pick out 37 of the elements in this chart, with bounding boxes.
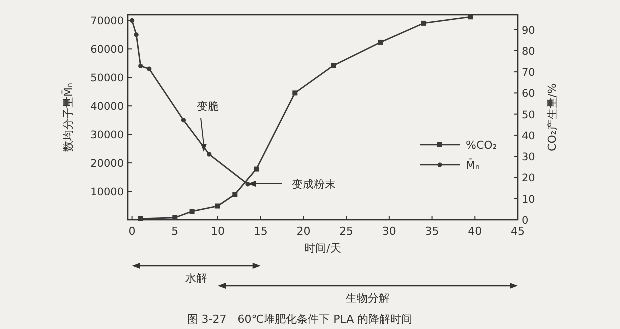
text: 生物分解 <box>346 292 390 305</box>
y2-tick-label: 80 <box>522 46 536 58</box>
x-tick-label: 45 <box>511 225 525 238</box>
legend-label: %CO₂ <box>466 139 498 152</box>
y2-tick-label: 90 <box>522 24 536 37</box>
x-tick-label: 20 <box>296 225 311 238</box>
y-axis-title: 数均分子量M̄ₙ <box>60 83 75 152</box>
y-tick-label: 50000 <box>90 72 124 85</box>
annotation: 变成粉末 <box>292 178 336 191</box>
y2-tick-label: 50 <box>522 109 536 122</box>
x-tick-label: 15 <box>254 225 268 238</box>
y-tick-label: 20000 <box>90 158 124 170</box>
y2-tick-label: 60 <box>522 88 536 100</box>
text: 水解 <box>186 272 208 285</box>
y2-axis-title: CO₂产生量/% <box>546 84 559 152</box>
legend-label: M̄ₙ <box>466 158 480 172</box>
x-tick-label: 10 <box>211 225 225 238</box>
annotation: 变脆 <box>197 100 219 113</box>
y2-tick-label: 70 <box>522 67 536 80</box>
y-tick-label: 70000 <box>90 16 124 28</box>
y2-tick-label: 10 <box>522 194 536 206</box>
x-tick-label: 40 <box>468 225 482 238</box>
y-tick-label: 40000 <box>90 101 124 114</box>
x-tick-label: 35 <box>425 225 440 238</box>
text: 图 3-27 60℃堆肥化条件下 PLA 的降解时间 <box>187 313 413 326</box>
y2-tick-label: 0 <box>522 215 529 227</box>
y-tick-label: 60000 <box>90 44 124 56</box>
x-tick-label: 25 <box>340 225 354 238</box>
y2-tick-label: 20 <box>522 172 536 185</box>
y-tick-label: 10000 <box>90 186 124 199</box>
x-tick-label: 30 <box>382 225 396 238</box>
x-tick-label: 0 <box>128 225 136 238</box>
y2-tick-label: 30 <box>522 152 536 164</box>
x-axis-title: 时间/天 <box>304 242 342 255</box>
x-tick-label: 5 <box>172 225 179 238</box>
y-tick-label: 30000 <box>90 130 124 142</box>
y2-tick-label: 40 <box>522 130 536 142</box>
